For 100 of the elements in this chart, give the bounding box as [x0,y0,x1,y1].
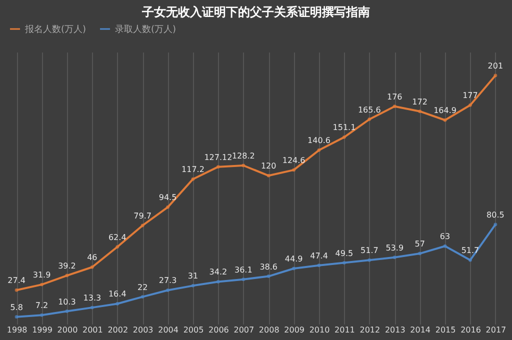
data-label: 128.2 [232,152,255,160]
data-label: 124.6 [282,156,306,165]
x-tick-label: 2003 [132,326,154,334]
data-label: 79.7 [134,211,152,220]
point [65,274,69,278]
x-tick-label: 2015 [435,326,456,334]
data-label: 16.4 [108,290,126,299]
data-label: 165.6 [358,105,381,114]
point [14,315,18,319]
x-tick-label: 2016 [460,326,481,334]
x-tick-label: 2001 [82,326,103,334]
data-label: 164.9 [434,106,456,116]
x-tick-label: 2010 [309,326,330,334]
data-label: 63 [440,232,450,242]
x-tick-label: 2005 [183,326,204,334]
data-label: 36.1 [234,265,252,274]
point [14,288,18,292]
point [418,110,422,114]
point [166,288,170,292]
point [191,284,195,288]
data-label: 53.9 [386,243,404,252]
x-tick-label: 2007 [234,326,254,334]
point [494,74,498,78]
x-tick-label: 2002 [108,326,128,334]
data-label: 140.6 [308,136,330,146]
point [242,278,246,282]
point [317,148,321,152]
point [191,177,195,181]
point [216,280,220,284]
x-tick-label: 2000 [57,326,78,334]
data-label: 51.7 [360,246,378,256]
point [468,258,472,262]
data-label: 46 [87,253,98,262]
data-label: 176 [386,92,402,102]
x-tick-label: 2004 [158,326,178,334]
data-label: 172 [412,97,428,106]
x-tick-label: 2009 [284,326,304,334]
data-label: 127.12 [204,152,232,162]
x-tick-label: 2014 [410,326,431,334]
point [266,174,270,178]
point [342,135,346,139]
point [368,118,372,121]
point [90,265,94,269]
data-label: 94.5 [158,193,177,202]
point [140,295,144,299]
point [443,118,447,122]
point [392,104,396,108]
data-label: 62.4 [108,232,126,242]
x-tick-label: 2006 [208,326,229,334]
data-label: 201 [488,61,504,70]
point [140,224,144,228]
data-label: 31 [188,272,198,281]
point [90,306,94,310]
x-tick-label: 2008 [258,326,280,334]
data-label: 31.9 [32,270,51,280]
x-tick-label: 2017 [486,326,506,334]
data-label: 177 [462,91,478,100]
data-label: 39.2 [58,262,76,271]
point [266,274,270,278]
data-label: 34.2 [209,268,228,277]
point [317,264,321,268]
legend-label: 录取人数(万人) [115,24,176,35]
point [443,244,447,248]
x-tick-label: 2013 [384,326,406,334]
point [292,168,296,172]
x-tick-label: 1999 [32,326,52,334]
x-tick-label: 2012 [360,326,380,334]
x-tick-label: 1998 [6,326,28,334]
point [242,164,246,168]
point [342,261,346,265]
data-label: 120 [260,162,276,171]
point [216,165,220,169]
data-label: 57 [414,240,425,249]
point [494,222,498,226]
point [392,256,396,260]
point [116,245,120,249]
legend-label: 报名人数(万人) [24,24,86,35]
data-label: 5.8 [10,302,23,312]
chart-title: 子女无收入证明下的父子关系证明撰写指南 [141,5,370,19]
point [368,258,372,262]
point [40,313,44,317]
point [292,266,296,270]
data-label: 47.4 [310,251,328,260]
data-label: 27.4 [8,276,26,286]
data-label: 13.3 [83,294,102,303]
data-label: 10.3 [58,297,76,306]
data-label: 38.6 [260,262,278,272]
point [468,103,472,107]
data-label: 151.1 [332,123,356,132]
data-label: 44.9 [284,254,303,264]
point [116,302,120,306]
x-tick-label: 2011 [334,326,355,334]
point [65,310,69,313]
data-label: 49.5 [335,248,354,258]
point [166,205,170,209]
point [418,252,422,256]
point [40,282,44,286]
data-label: 27.3 [158,276,177,286]
data-label: 7.2 [35,301,48,310]
data-label: 117.2 [182,165,204,174]
